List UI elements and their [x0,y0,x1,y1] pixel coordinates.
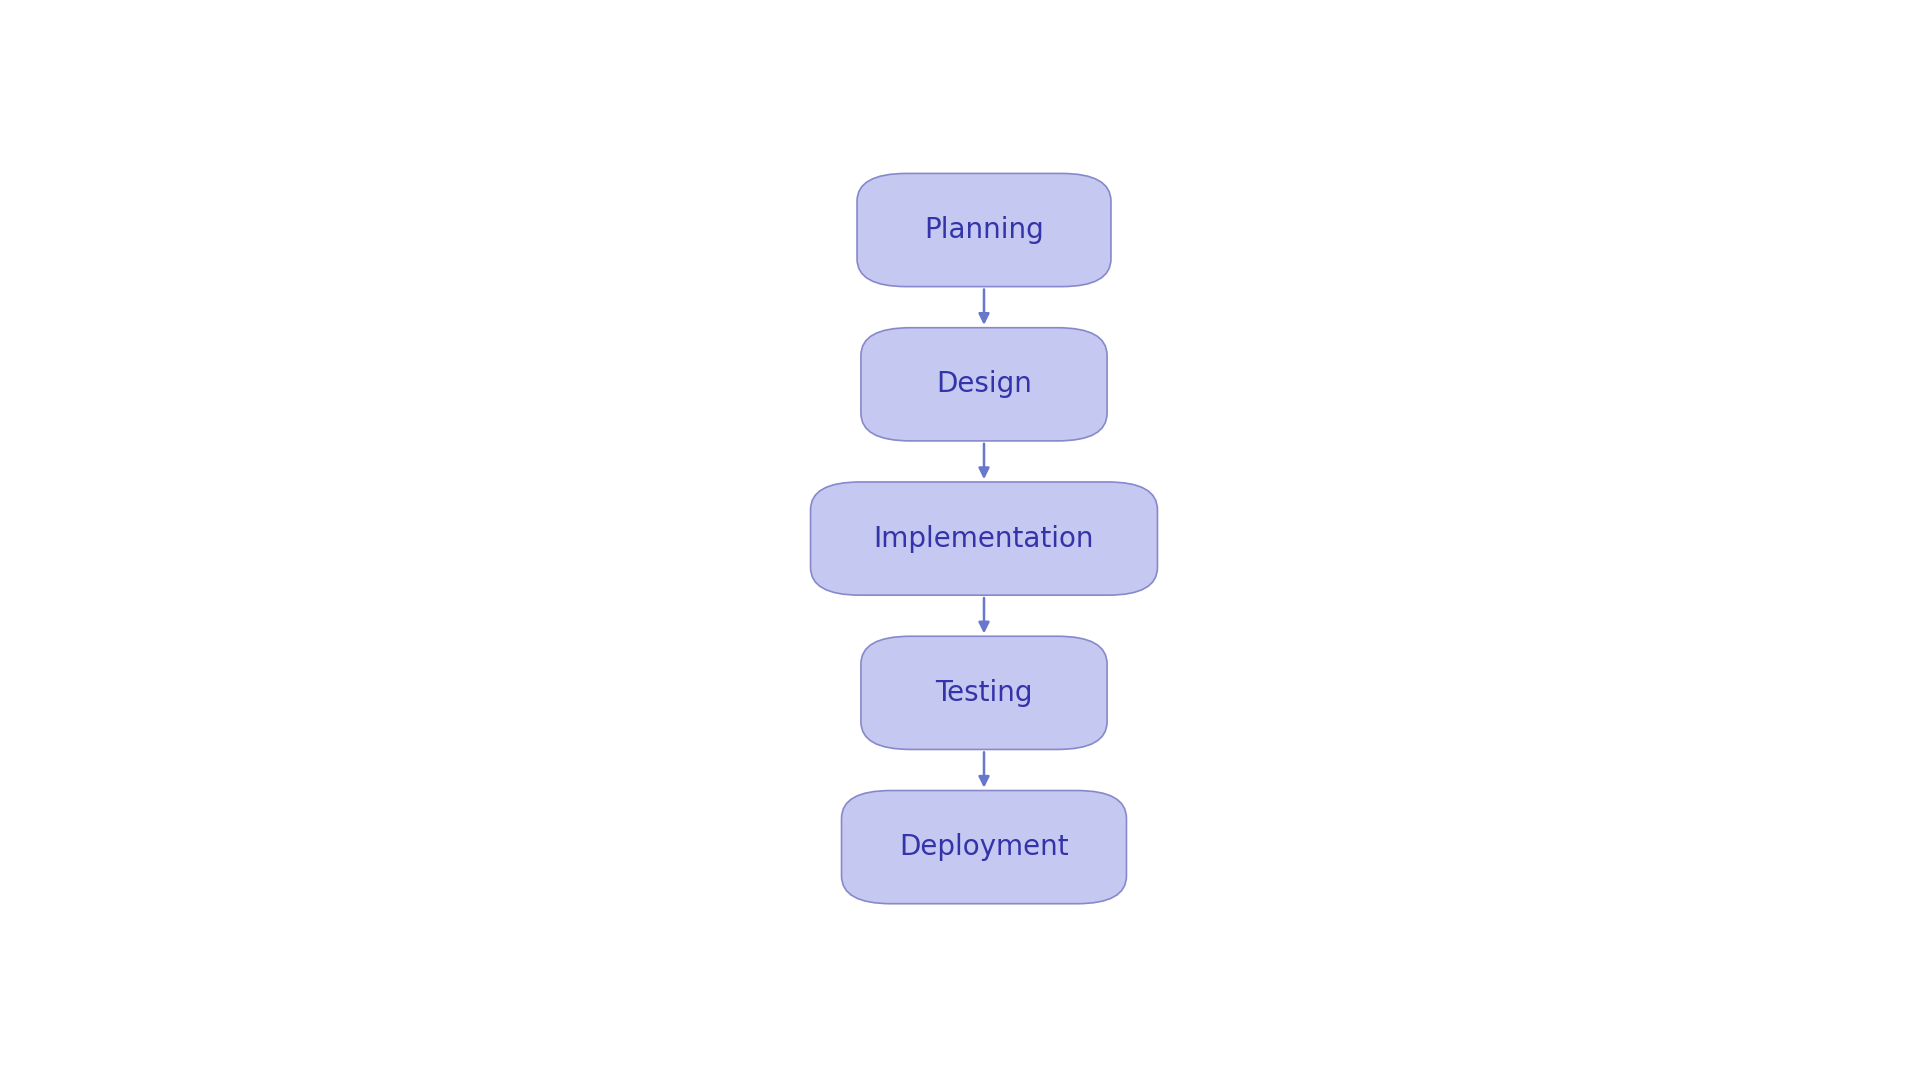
Text: Implementation: Implementation [874,524,1094,552]
FancyBboxPatch shape [810,482,1158,596]
Text: Deployment: Deployment [899,833,1069,861]
Text: Planning: Planning [924,216,1044,244]
FancyBboxPatch shape [856,173,1112,287]
FancyBboxPatch shape [841,791,1127,903]
FancyBboxPatch shape [860,328,1108,441]
Text: Testing: Testing [935,679,1033,707]
FancyBboxPatch shape [860,636,1108,749]
Text: Design: Design [937,370,1031,399]
